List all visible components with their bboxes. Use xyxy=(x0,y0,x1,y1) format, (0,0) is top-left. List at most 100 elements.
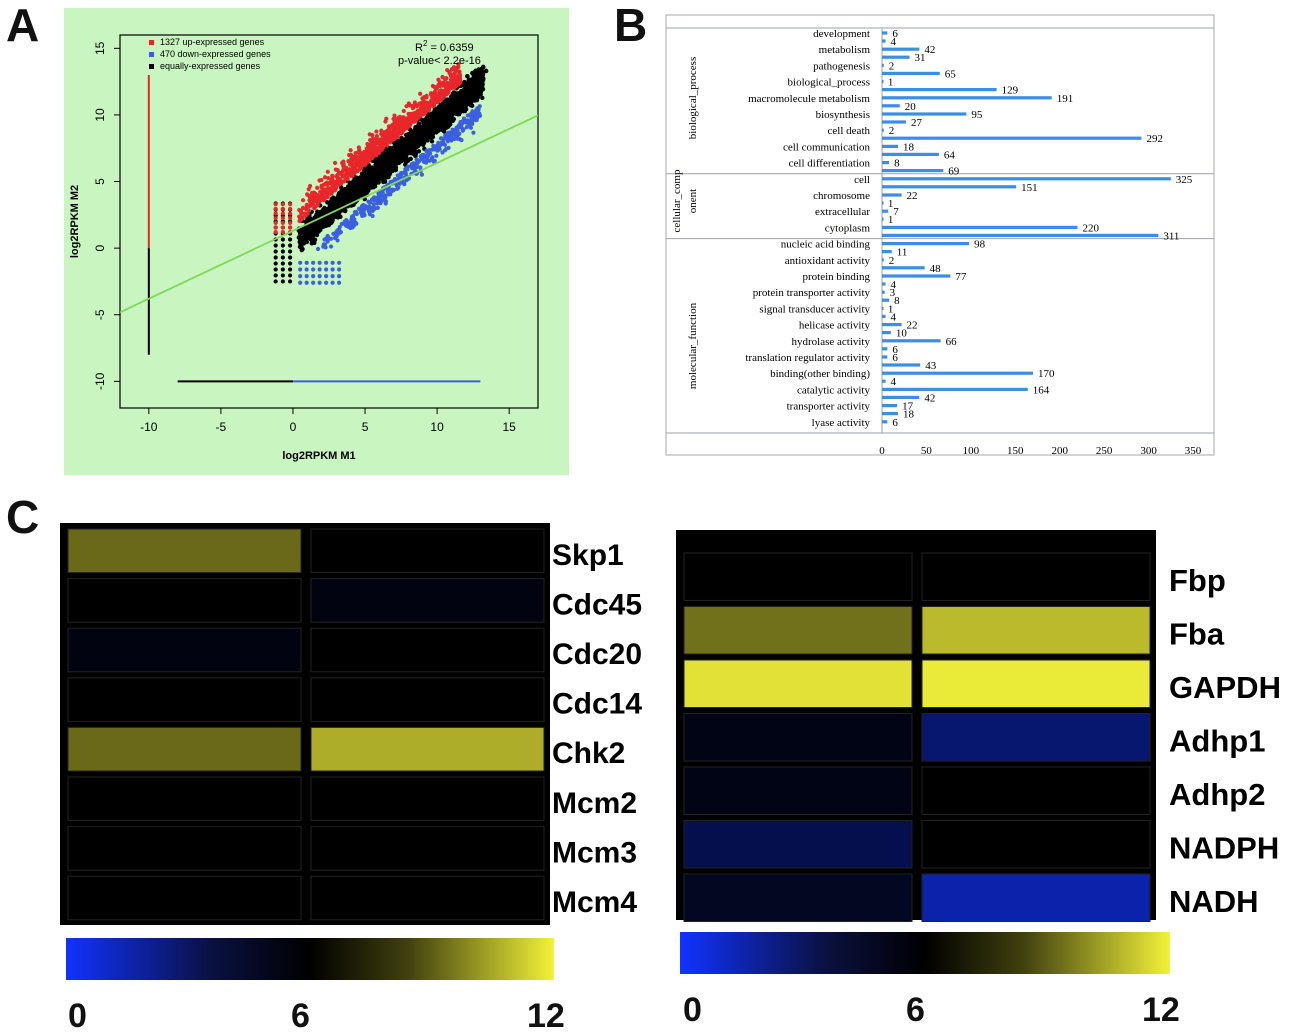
point-equal xyxy=(273,255,278,260)
point-up xyxy=(348,152,354,158)
point-down xyxy=(317,280,322,285)
point-down xyxy=(383,201,388,206)
point-up xyxy=(405,117,411,122)
point-equal xyxy=(376,165,381,171)
point-equal xyxy=(326,220,331,226)
heatmap-cell xyxy=(921,873,1151,922)
point-up xyxy=(347,162,353,167)
point-down xyxy=(361,203,366,208)
point-equal xyxy=(404,149,409,154)
point-equal xyxy=(334,214,339,219)
point-equal xyxy=(425,119,430,125)
point-down xyxy=(315,246,321,252)
point-equal xyxy=(425,138,430,143)
point-up xyxy=(330,174,335,179)
bar xyxy=(882,233,1159,237)
point-down xyxy=(321,242,326,247)
bar xyxy=(882,282,886,286)
bar xyxy=(882,323,902,327)
heatmap-cell xyxy=(67,726,302,772)
point-up xyxy=(280,220,285,225)
point-equal xyxy=(394,154,399,160)
bar-value-label: 311 xyxy=(1163,230,1179,242)
point-down xyxy=(459,121,465,127)
bar xyxy=(882,88,997,92)
heatmap-cell xyxy=(310,578,545,623)
point-up xyxy=(280,216,285,221)
colorbar-right-tick-0: 0 xyxy=(683,991,702,1029)
bar-value-label: 20 xyxy=(905,101,917,113)
point-equal xyxy=(280,255,285,260)
bar xyxy=(882,306,884,310)
point-down xyxy=(323,245,328,250)
x-axis-label: log2RPKM M1 xyxy=(282,450,355,462)
point-down xyxy=(311,267,316,272)
point-down xyxy=(453,127,458,132)
point-down xyxy=(304,274,309,279)
point-up xyxy=(387,125,392,131)
point-down xyxy=(453,130,459,136)
bar-value-label: 66 xyxy=(946,336,958,348)
point-equal xyxy=(428,111,434,116)
colorbar-right-tick-6: 6 xyxy=(906,991,925,1029)
bar xyxy=(882,71,940,75)
point-up xyxy=(273,225,278,230)
panel-label-c: C xyxy=(6,491,40,543)
point-down xyxy=(400,171,405,176)
bar-value-label: 31 xyxy=(915,52,926,64)
point-equal xyxy=(404,141,409,146)
point-up xyxy=(314,199,319,204)
point-up xyxy=(392,122,398,128)
heatmap-cell xyxy=(921,766,1151,815)
point-equal xyxy=(442,124,447,129)
point-down xyxy=(419,172,425,177)
bar-value-label: 1 xyxy=(888,198,894,210)
x-tick-label: 100 xyxy=(963,445,980,457)
point-equal xyxy=(325,200,330,205)
bar-value-label: 7 xyxy=(893,206,899,218)
point-down xyxy=(317,267,322,272)
point-up xyxy=(383,137,388,143)
x-tick-label: 15 xyxy=(502,420,516,434)
x-tick-label: 250 xyxy=(1096,445,1113,457)
heatmap-cell xyxy=(921,606,1151,655)
bar xyxy=(882,363,921,367)
bar xyxy=(882,177,1171,181)
point-down xyxy=(298,274,303,279)
point-down xyxy=(411,161,416,166)
point-up xyxy=(348,148,353,153)
category-label: cell death xyxy=(828,125,871,137)
bar xyxy=(882,290,885,294)
bar-value-label: 1 xyxy=(888,214,894,226)
point-down xyxy=(460,128,465,133)
point-equal xyxy=(280,249,285,254)
point-up xyxy=(362,152,367,157)
bar xyxy=(882,225,1078,229)
point-up xyxy=(401,108,406,114)
point-equal xyxy=(480,73,485,78)
heatmap-cell xyxy=(310,726,545,772)
point-down xyxy=(352,210,358,215)
category-label: lyase activity xyxy=(812,417,871,429)
category-label: cell differentiation xyxy=(789,158,871,170)
point-down xyxy=(335,238,340,243)
point-up xyxy=(315,185,320,190)
point-equal xyxy=(398,139,403,145)
point-down xyxy=(392,176,398,182)
bar-value-label: 43 xyxy=(925,360,937,372)
bar xyxy=(882,355,888,359)
point-up xyxy=(380,135,385,140)
heatmap-cell xyxy=(310,627,545,673)
point-up xyxy=(377,143,382,148)
point-down xyxy=(470,121,475,126)
point-up xyxy=(298,210,304,215)
point-equal xyxy=(451,90,457,95)
category-label: protein transporter activity xyxy=(753,287,871,299)
point-up xyxy=(372,150,377,155)
bar xyxy=(882,112,967,116)
bar xyxy=(882,420,888,424)
point-down xyxy=(304,267,309,272)
category-label: signal transducer activity xyxy=(759,303,870,315)
point-down xyxy=(471,112,477,117)
point-equal xyxy=(331,195,336,200)
